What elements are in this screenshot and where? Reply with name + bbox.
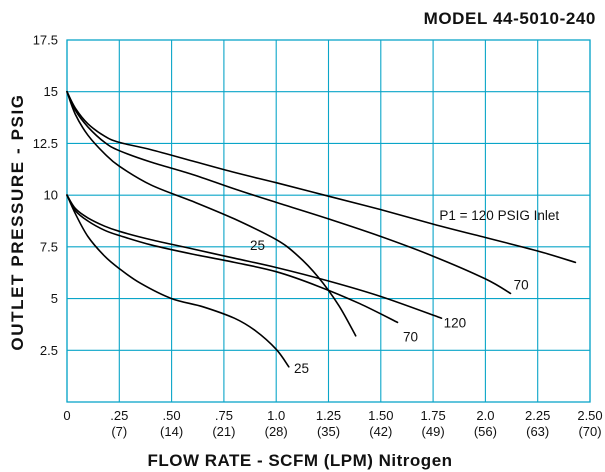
x-tick-label: 1.25 bbox=[316, 408, 341, 423]
x-tick-sublabel: (21) bbox=[212, 424, 235, 439]
series-line bbox=[66, 194, 443, 319]
series-label: 25 bbox=[250, 238, 265, 253]
x-tick-label: 2.0 bbox=[476, 408, 494, 423]
plot-frame bbox=[66, 39, 591, 403]
x-tick-label: 1.0 bbox=[267, 408, 285, 423]
x-tick-label: 2.50 bbox=[577, 408, 602, 423]
x-tick-sublabel: (14) bbox=[160, 424, 183, 439]
y-tick-label: 12.5 bbox=[33, 136, 58, 151]
y-tick-label: 5 bbox=[51, 291, 58, 306]
grid bbox=[66, 39, 591, 403]
x-tick-label: 2.25 bbox=[525, 408, 550, 423]
series-line bbox=[66, 90, 357, 337]
x-tick-sublabel: (56) bbox=[474, 424, 497, 439]
x-tick-label: .25 bbox=[110, 408, 128, 423]
y-tick-label: 17.5 bbox=[33, 33, 58, 48]
x-tick-label: 0 bbox=[63, 408, 70, 423]
x-tick-sublabel: (63) bbox=[526, 424, 549, 439]
series-label: 70 bbox=[514, 277, 529, 292]
x-axis-label: FLOW RATE - SCFM (LPM) Nitrogen bbox=[147, 451, 452, 470]
y-tick-label: 15 bbox=[44, 84, 58, 99]
y-tick-label: 7.5 bbox=[40, 239, 58, 254]
x-tick-label: 1.50 bbox=[368, 408, 393, 423]
y-tick-label: 10 bbox=[44, 188, 58, 203]
series-line bbox=[66, 194, 399, 324]
x-tick-label: .75 bbox=[215, 408, 233, 423]
series-line bbox=[66, 194, 290, 368]
x-tick-label: .50 bbox=[163, 408, 181, 423]
x-tick-sublabel: (28) bbox=[265, 424, 288, 439]
series-label: 25 bbox=[294, 361, 309, 376]
series-label: 70 bbox=[403, 329, 418, 344]
x-tick-sublabel: (42) bbox=[369, 424, 392, 439]
chart-title: MODEL 44-5010-240 bbox=[424, 9, 596, 28]
series-label: 120 bbox=[444, 316, 467, 331]
y-axis-label: OUTLET PRESSURE - PSIG bbox=[8, 93, 27, 350]
series-label: P1 = 120 PSIG Inlet bbox=[439, 208, 559, 223]
x-tick-sublabel: (70) bbox=[578, 424, 601, 439]
x-tick-sublabel: (49) bbox=[422, 424, 445, 439]
x-tick-sublabel: (7) bbox=[111, 424, 127, 439]
series-line bbox=[66, 90, 512, 295]
x-tick-sublabel: (35) bbox=[317, 424, 340, 439]
series-layer: P1 = 120 PSIG Inlet 70 25 120 70 25 bbox=[66, 90, 577, 376]
series-line bbox=[66, 90, 577, 264]
y-tick-label: 2.5 bbox=[40, 343, 58, 358]
tick-labels: 2.5 5 7.5 10 12.5 15 17.5 0 .25(7) .50(14) .75(21)… bbox=[33, 33, 603, 440]
x-tick-label: 1.75 bbox=[420, 408, 445, 423]
